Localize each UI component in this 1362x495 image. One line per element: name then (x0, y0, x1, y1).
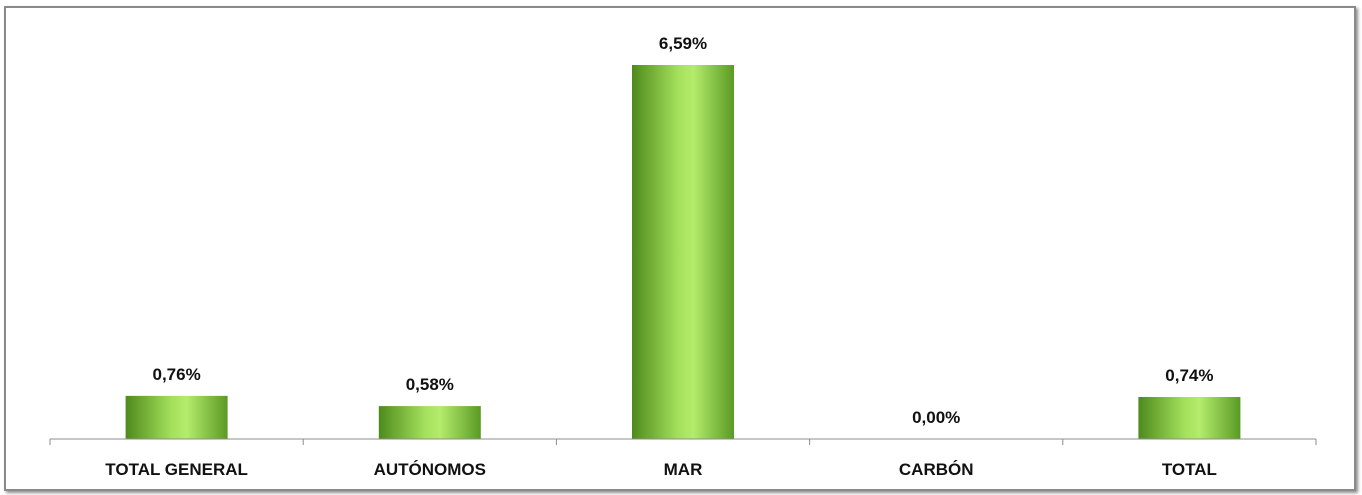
bar-4 (1138, 397, 1241, 439)
data-label: 0,00% (912, 408, 960, 427)
data-label: 0,74% (1165, 366, 1213, 385)
category-label: TOTAL (1162, 460, 1217, 479)
data-label: 0,58% (406, 375, 454, 394)
bar-2 (632, 65, 734, 439)
data-label: 6,59% (659, 34, 707, 53)
category-label: MAR (664, 460, 703, 479)
category-label: AUTÓNOMOS (374, 460, 486, 479)
category-label: CARBÓN (899, 460, 974, 479)
data-label: 0,76% (152, 365, 200, 384)
category-label: TOTAL GENERAL (105, 460, 248, 479)
bar-0 (125, 395, 228, 439)
bar-1 (378, 406, 481, 439)
